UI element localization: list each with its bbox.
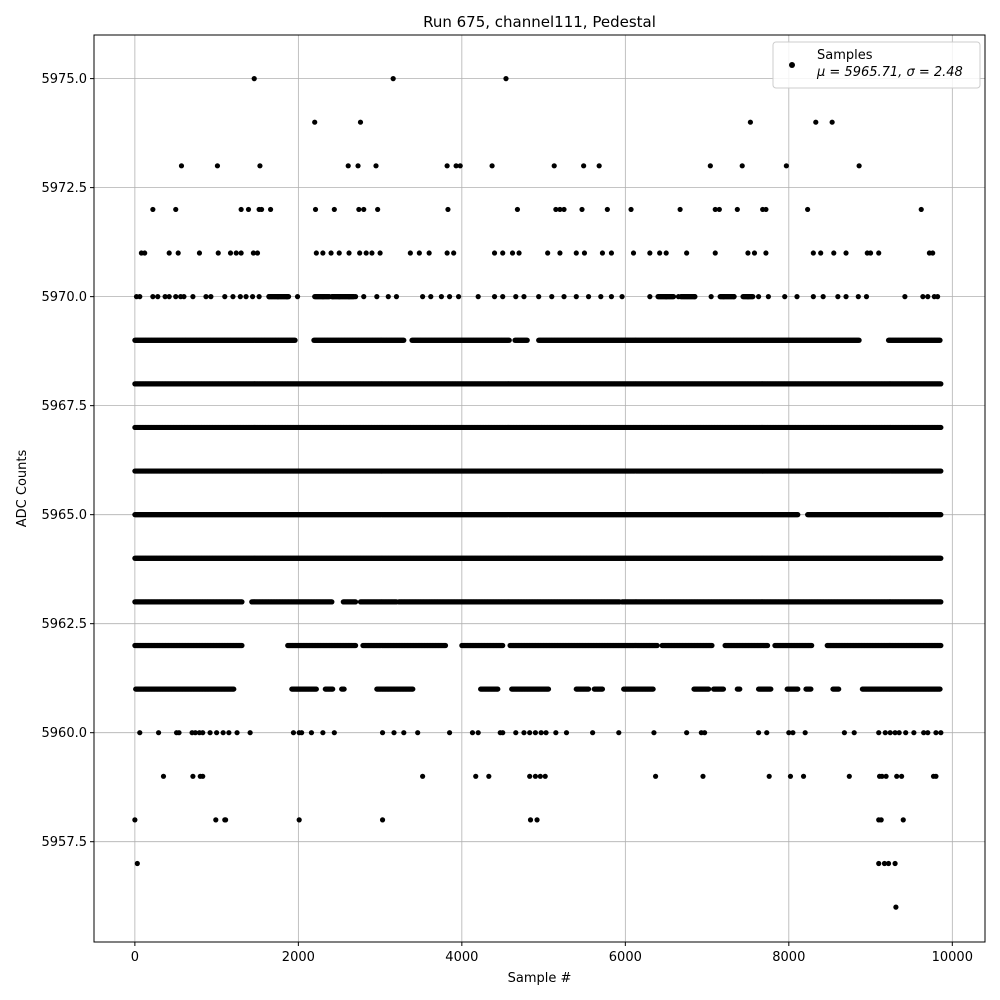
data-point (856, 337, 862, 343)
data-point (938, 424, 944, 431)
data-point (292, 337, 298, 343)
data-point (524, 337, 530, 343)
data-point (938, 468, 944, 474)
data-point (401, 337, 407, 343)
data-point (937, 337, 943, 343)
data-points (132, 76, 944, 910)
data-point (506, 337, 512, 343)
data-point (938, 381, 944, 387)
